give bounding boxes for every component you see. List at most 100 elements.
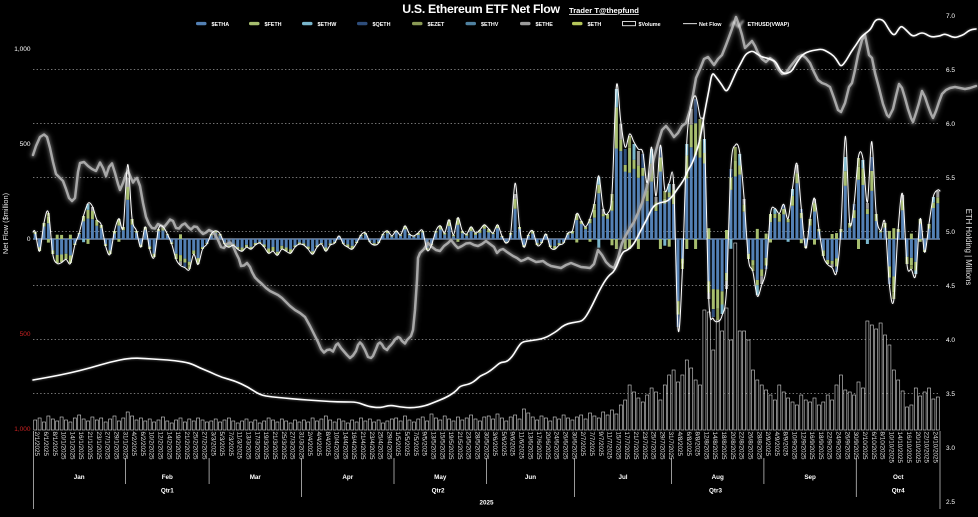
svg-text:4/2/2025: 4/2/2025 — [130, 432, 137, 457]
svg-text:11/7/2025: 11/7/2025 — [606, 432, 613, 460]
svg-text:6/8/2025: 6/8/2025 — [685, 432, 692, 457]
svg-text:1,000: 1,000 — [14, 426, 31, 433]
svg-text:8/4/2025: 8/4/2025 — [324, 432, 331, 457]
svg-text:26/6/2025: 26/6/2025 — [562, 432, 569, 461]
svg-text:Qtr1: Qtr1 — [161, 488, 174, 495]
svg-text:27/2/2025: 27/2/2025 — [201, 432, 208, 461]
svg-text:2.5: 2.5 — [946, 499, 955, 506]
svg-text:2/7/2025: 2/7/2025 — [579, 432, 586, 457]
svg-text:23/7/2025: 23/7/2025 — [641, 432, 648, 461]
svg-text:10/2/2025: 10/2/2025 — [148, 432, 155, 461]
svg-text:6.0: 6.0 — [946, 121, 955, 128]
svg-text:5/3/2025: 5/3/2025 — [218, 432, 225, 457]
svg-text:21/4/2025: 21/4/2025 — [359, 432, 366, 461]
svg-text:14/10/2025: 14/10/2025 — [896, 432, 903, 464]
svg-text:10/1/2025: 10/1/2025 — [60, 432, 67, 461]
svg-text:19/5/2025: 19/5/2025 — [447, 432, 454, 461]
svg-text:$EZET: $EZET — [428, 22, 445, 28]
svg-text:21/3/2025: 21/3/2025 — [271, 432, 278, 461]
svg-text:Jan: Jan — [74, 474, 85, 481]
svg-text:28/8/2025: 28/8/2025 — [755, 432, 762, 461]
svg-text:U.S. Ethereum ETF Net Flow: U.S. Ethereum ETF Net Flow — [402, 2, 560, 16]
svg-text:11/3/2025: 11/3/2025 — [236, 432, 243, 460]
svg-text:Jul: Jul — [618, 474, 627, 481]
svg-text:20/6/2025: 20/6/2025 — [544, 432, 551, 461]
svg-text:Oct: Oct — [893, 474, 904, 481]
svg-text:9/7/2025: 9/7/2025 — [597, 432, 604, 457]
svg-text:7/7/2025: 7/7/2025 — [588, 432, 595, 457]
svg-text:7/3/2025: 7/3/2025 — [227, 432, 234, 457]
svg-text:13/3/2025: 13/3/2025 — [245, 432, 252, 461]
svg-text:24/9/2025: 24/9/2025 — [835, 432, 842, 461]
svg-text:21/5/2025: 21/5/2025 — [456, 432, 463, 461]
svg-text:16/4/2025: 16/4/2025 — [350, 432, 357, 461]
svg-text:10/4/2025: 10/4/2025 — [333, 432, 340, 461]
svg-text:26/9/2025: 26/9/2025 — [843, 432, 850, 461]
svg-text:4.5: 4.5 — [946, 283, 955, 290]
svg-text:14/8/2025: 14/8/2025 — [711, 432, 718, 461]
svg-text:22/10/2025: 22/10/2025 — [923, 432, 930, 464]
svg-text:2025: 2025 — [479, 500, 494, 507]
svg-text:11/6/2025: 11/6/2025 — [518, 432, 525, 460]
svg-text:May: May — [434, 474, 447, 481]
svg-text:Sep: Sep — [804, 474, 816, 481]
svg-text:30/5/2025: 30/5/2025 — [482, 432, 489, 461]
svg-text:4/8/2025: 4/8/2025 — [676, 432, 683, 457]
svg-text:25/4/2025: 25/4/2025 — [377, 432, 384, 461]
svg-text:31/3/2025: 31/3/2025 — [297, 432, 304, 461]
svg-text:16/9/2025: 16/9/2025 — [808, 432, 815, 461]
svg-text:Feb: Feb — [162, 474, 173, 481]
svg-text:19/3/2025: 19/3/2025 — [262, 432, 269, 461]
svg-text:15/5/2025: 15/5/2025 — [438, 432, 445, 461]
svg-text:20/8/2025: 20/8/2025 — [729, 432, 736, 461]
svg-text:21/1/2025: 21/1/2025 — [86, 432, 93, 461]
svg-text:14/1/2025: 14/1/2025 — [68, 432, 75, 461]
svg-text:4/9/2025: 4/9/2025 — [773, 432, 780, 457]
svg-text:4/4/2025: 4/4/2025 — [315, 432, 322, 457]
svg-text:8/8/2025: 8/8/2025 — [694, 432, 701, 457]
svg-text:Jun: Jun — [525, 474, 536, 481]
svg-text:Trader T@thepfund: Trader T@thepfund — [569, 6, 639, 15]
svg-text:ETH Holding | Millions: ETH Holding | Millions — [964, 209, 973, 286]
svg-text:27/3/2025: 27/3/2025 — [289, 432, 296, 461]
svg-text:500: 500 — [20, 141, 31, 148]
svg-text:Apr: Apr — [342, 474, 353, 481]
svg-text:25/2/2025: 25/2/2025 — [192, 432, 199, 461]
svg-text:$ETHA: $ETHA — [212, 22, 230, 28]
svg-text:21/2/2025: 21/2/2025 — [183, 432, 190, 461]
svg-text:Qtr2: Qtr2 — [432, 488, 445, 495]
svg-text:23/1/2025: 23/1/2025 — [95, 432, 102, 461]
svg-text:25/7/2025: 25/7/2025 — [650, 432, 657, 461]
svg-text:8/1/2025: 8/1/2025 — [51, 432, 58, 457]
svg-text:25/3/2025: 25/3/2025 — [280, 432, 287, 461]
svg-text:5/5/2025: 5/5/2025 — [403, 432, 410, 457]
svg-text:3.0: 3.0 — [946, 445, 955, 452]
svg-text:31/7/2025: 31/7/2025 — [667, 432, 674, 461]
svg-text:$FETH: $FETH — [265, 22, 282, 28]
svg-text:10/9/2025: 10/9/2025 — [791, 432, 798, 461]
svg-text:16/1/2025: 16/1/2025 — [77, 432, 84, 461]
svg-text:15/7/2025: 15/7/2025 — [614, 432, 621, 461]
svg-text:29/1/2025: 29/1/2025 — [113, 432, 120, 461]
svg-text:6/10/2025: 6/10/2025 — [870, 432, 877, 461]
svg-text:28/5/2025: 28/5/2025 — [474, 432, 481, 461]
svg-text:9/6/2025: 9/6/2025 — [509, 432, 516, 457]
svg-text:22/9/2025: 22/9/2025 — [826, 432, 833, 461]
svg-text:30/6/2025: 30/6/2025 — [570, 432, 577, 461]
svg-text:21/7/2025: 21/7/2025 — [632, 432, 639, 461]
svg-text:3/6/2025: 3/6/2025 — [491, 432, 498, 457]
svg-text:0: 0 — [27, 236, 31, 243]
svg-text:12/8/2025: 12/8/2025 — [702, 432, 709, 461]
svg-text:13/5/2025: 13/5/2025 — [430, 432, 437, 461]
svg-text:24/10/2025: 24/10/2025 — [931, 432, 938, 464]
svg-text:6/1/2025: 6/1/2025 — [42, 432, 49, 457]
svg-text:Net Flow: Net Flow — [699, 22, 722, 28]
svg-text:17/7/2025: 17/7/2025 — [623, 432, 630, 461]
svg-text:5/6/2025: 5/6/2025 — [500, 432, 507, 457]
svg-text:3/3/2025: 3/3/2025 — [209, 432, 216, 457]
svg-text:8/9/2025: 8/9/2025 — [782, 432, 789, 457]
svg-text:12/9/2025: 12/9/2025 — [799, 432, 806, 461]
svg-text:26/8/2025: 26/8/2025 — [747, 432, 754, 461]
svg-text:1/5/2025: 1/5/2025 — [394, 432, 401, 457]
svg-text:16/10/2025: 16/10/2025 — [905, 432, 912, 464]
